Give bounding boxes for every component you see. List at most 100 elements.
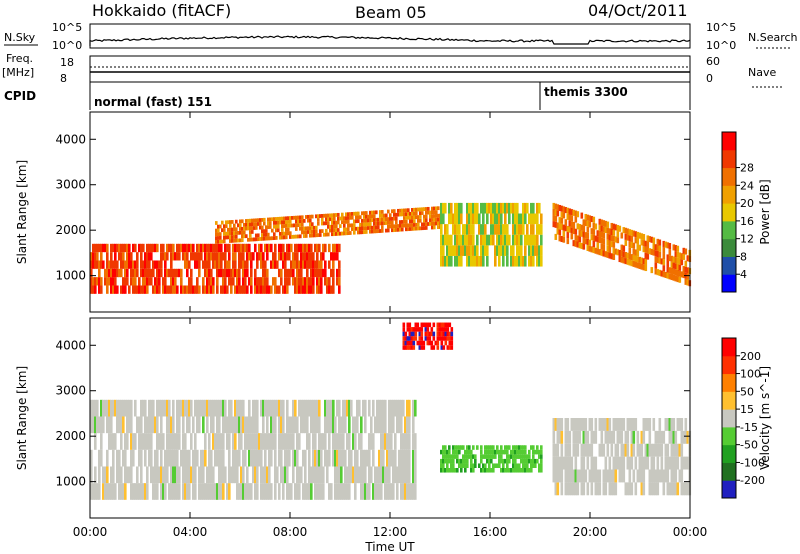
echo-cell: [638, 456, 642, 470]
echo-cell: [395, 224, 398, 229]
echo-cell: [316, 260, 319, 269]
echo-cell: [294, 243, 297, 253]
echo-cell: [500, 213, 503, 225]
echo-cell: [640, 239, 644, 246]
echo-cell: [414, 466, 417, 484]
echo-cell: [277, 220, 280, 225]
echo-cell: [516, 463, 519, 468]
echo-cell: [426, 340, 430, 346]
echo-cell: [110, 433, 113, 450]
echo-cell: [325, 232, 328, 237]
echo-cell: [144, 449, 147, 467]
echo-cell: [412, 327, 416, 332]
echo-cell: [280, 268, 283, 278]
echo-cell: [682, 482, 686, 496]
echo-cell: [281, 220, 284, 225]
echo-cell: [500, 202, 503, 214]
echo-cell: [316, 252, 319, 261]
echo-cell: [300, 285, 303, 294]
echo-cell: [112, 399, 115, 417]
echo-cell: [393, 209, 396, 214]
echo-cell: [144, 268, 147, 278]
echo-cell: [614, 482, 618, 496]
echo-cell: [176, 285, 179, 294]
colorbar-swatch: [722, 256, 736, 275]
echo-cell: [674, 443, 678, 457]
echo-cell: [292, 449, 295, 467]
echo-cell: [440, 463, 443, 468]
echo-cell: [361, 226, 364, 231]
echo-cell: [190, 433, 193, 450]
echo-cell: [618, 456, 622, 470]
echo-cell: [338, 449, 341, 467]
nsearch-tick-top: 10^5: [706, 21, 736, 34]
echo-cell: [444, 468, 447, 473]
echo-cell: [524, 245, 527, 256]
echo-cell: [431, 225, 434, 230]
echo-cell: [560, 211, 564, 218]
echo-cell: [470, 245, 473, 256]
echo-cell: [355, 211, 358, 216]
echo-cell: [482, 234, 485, 246]
echo-cell: [104, 243, 107, 253]
time-axis: 00:00 04:00 08:00 12:00 16:00 20:00 00:00: [73, 112, 708, 539]
echo-cell: [670, 469, 674, 483]
echo-cell: [236, 416, 239, 434]
echo-cell: [590, 228, 594, 235]
echo-cell: [267, 221, 270, 226]
echo-cell: [680, 430, 684, 444]
echo-cell: [648, 248, 652, 255]
echo-cell: [249, 226, 252, 231]
echo-cell: [568, 456, 572, 470]
nsky-line: [89, 35, 691, 46]
echo-cell: [152, 285, 155, 294]
echo-cell: [403, 208, 406, 213]
echo-cell: [464, 245, 467, 256]
echo-cell: [566, 430, 570, 444]
echo-cell: [560, 205, 564, 212]
echo-cell: [488, 202, 491, 214]
echo-cell: [182, 483, 185, 500]
echo-cell: [408, 483, 411, 500]
echo-cell: [434, 340, 438, 346]
echo-cell: [395, 220, 398, 225]
echo-cell: [684, 248, 688, 255]
echo-cell: [303, 234, 306, 238]
echo-cell: [484, 463, 487, 468]
echo-cell: [446, 458, 449, 464]
echo-cell: [238, 260, 241, 269]
echo-cell: [126, 399, 129, 417]
colorbar-tick-label: -200: [740, 474, 765, 487]
echo-cell: [474, 213, 477, 225]
echo-cell: [168, 449, 171, 467]
echo-cell: [428, 331, 432, 337]
echo-cell: [440, 458, 443, 464]
echo-cell: [182, 416, 185, 434]
echo-cell: [422, 322, 426, 328]
echo-cell: [536, 224, 539, 235]
echo-cell: [502, 202, 505, 214]
echo-cell: [364, 416, 367, 434]
echo-cell: [414, 483, 417, 500]
echo-cell: [440, 224, 443, 235]
echo-cell: [484, 454, 487, 459]
time-tick-label: 00:00: [673, 525, 708, 539]
echo-cell: [530, 445, 533, 450]
echo-cell: [411, 226, 414, 231]
echo-cell: [363, 222, 366, 227]
echo-cell: [290, 268, 293, 278]
echo-cell: [274, 483, 277, 500]
echo-cell: [446, 234, 449, 246]
time-tick-label: 00:00: [73, 525, 108, 539]
echo-cell: [348, 433, 351, 450]
echo-cell: [212, 433, 215, 450]
echo-cell: [594, 247, 598, 254]
echo-cell: [192, 285, 195, 294]
echo-cell: [460, 202, 463, 214]
echo-cell: [218, 483, 221, 500]
echo-cell: [232, 449, 235, 467]
echo-cell: [304, 277, 307, 286]
echo-cell: [320, 449, 323, 467]
echo-cell: [464, 463, 467, 468]
echo-cell: [390, 416, 393, 434]
